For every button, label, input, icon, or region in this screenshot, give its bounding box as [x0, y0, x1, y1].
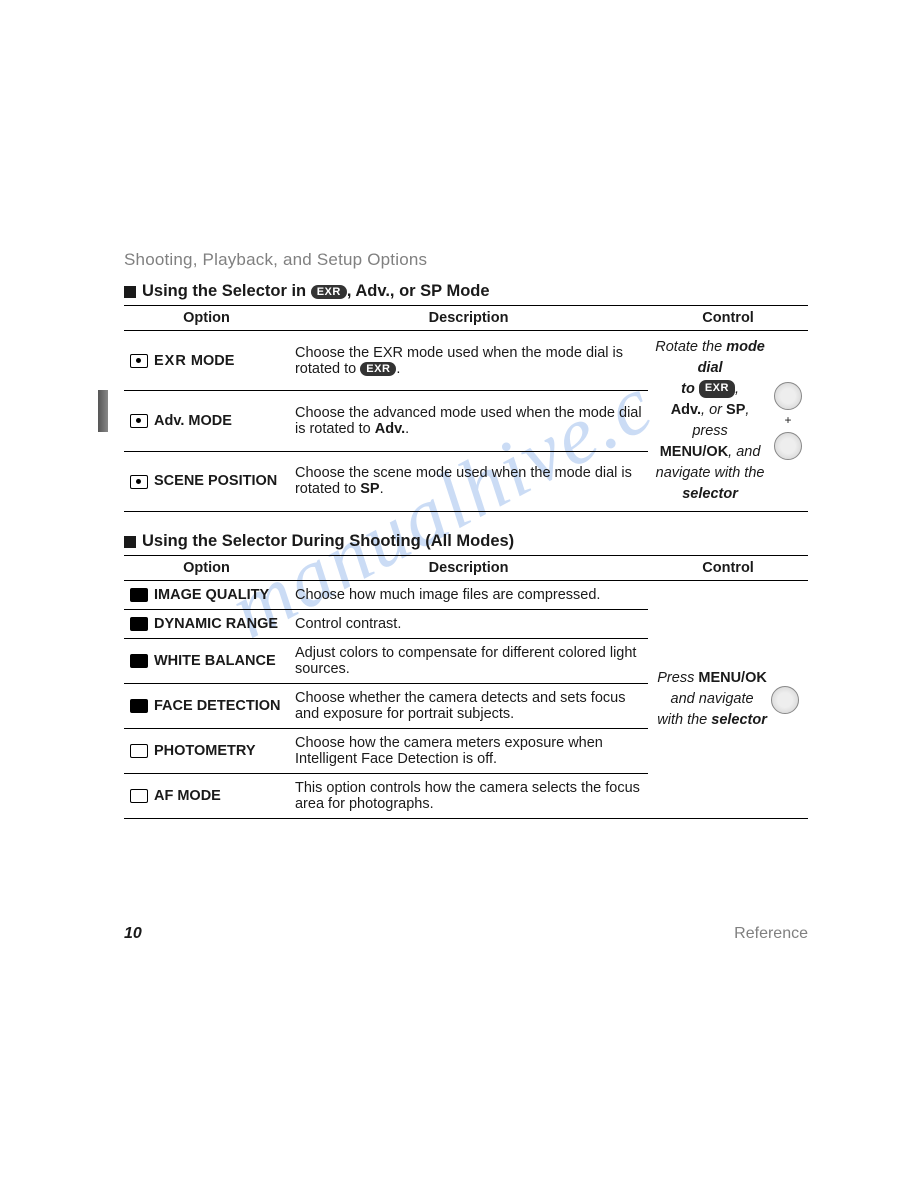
control-cell: Press MENU/OK and navigate with the sele… [648, 581, 808, 819]
desc-text: . [405, 421, 409, 437]
col-description: Description [289, 556, 648, 581]
exr-badge-icon: EXR [360, 362, 396, 376]
face-icon [130, 699, 148, 713]
desc-text: Adjust colors to compensate for differen… [289, 639, 648, 684]
desc-text: . [396, 361, 400, 377]
quality-icon [130, 588, 148, 602]
col-control: Control [648, 306, 808, 331]
option-label: DYNAMIC RANGE [154, 616, 278, 632]
camera-mode-icon [130, 354, 148, 368]
exr-badge-icon: EXR [699, 380, 735, 398]
desc-text: Choose the advanced mode used when the m… [295, 405, 642, 437]
table-row: IMAGE QUALITY Choose how much image file… [124, 581, 808, 610]
desc-text: . [380, 481, 384, 497]
option-label: PHOTOMETRY [154, 743, 256, 759]
ctrl-text: SP [726, 402, 745, 418]
ctrl-text: selector [711, 712, 767, 728]
ctrl-text: Adv. [671, 402, 701, 418]
page-section-label: Reference [734, 925, 808, 943]
col-description: Description [289, 306, 648, 331]
section1-title-prefix: Using the Selector in [142, 282, 311, 300]
option-label: Adv. MODE [154, 413, 232, 429]
table-row: EXR MODE Choose the EXR mode used when t… [124, 331, 808, 391]
exr-badge-icon: EXR [311, 285, 347, 299]
camera-mode-icon [130, 475, 148, 489]
desc-text: Choose whether the camera detects and se… [289, 684, 648, 729]
ctrl-text: navigate with the [656, 465, 765, 481]
wb-icon [130, 654, 148, 668]
ctrl-text: MENU/OK [698, 670, 766, 686]
section1-title: Using the Selector in EXR, Adv., or SP M… [124, 282, 808, 301]
page-footer: 10 Reference [124, 925, 808, 943]
control-cell: Rotate the mode dial to EXR, Adv., or SP… [648, 331, 808, 512]
desc-text: Control contrast. [289, 610, 648, 639]
ctrl-text: with the [657, 712, 711, 728]
ctrl-text: , or [701, 402, 726, 418]
ctrl-text: to [681, 381, 699, 397]
section2-table: Option Description Control IMAGE QUALITY… [124, 555, 808, 819]
selector-icon [771, 686, 799, 714]
page-number: 10 [124, 925, 142, 943]
ctrl-text: , and [728, 444, 760, 460]
square-bullet-icon [124, 536, 136, 548]
mode-dial-icon [774, 382, 802, 410]
selector-icon [774, 432, 802, 460]
option-label: WHITE BALANCE [154, 653, 276, 669]
camera-mode-icon [130, 414, 148, 428]
photometry-icon [130, 744, 148, 758]
square-bullet-icon [124, 286, 136, 298]
exr-text: EXR [154, 353, 187, 369]
section2-title-text: Using the Selector During Shooting (All … [142, 532, 514, 551]
ctrl-text: MENU/OK [660, 444, 728, 460]
section1-title-suffix: , Adv., or SP Mode [347, 282, 490, 300]
control-icons: + [774, 382, 802, 459]
af-icon [130, 789, 148, 803]
desc-text: Choose the EXR mode used when the mode d… [295, 345, 623, 377]
desc-bold: SP [360, 481, 379, 497]
col-option: Option [124, 556, 289, 581]
section1-table: Option Description Control EXR MODE Choo… [124, 305, 808, 512]
option-label: FACE DETECTION [154, 698, 280, 714]
page-content: Shooting, Playback, and Setup Options Us… [0, 0, 918, 819]
col-option: Option [124, 306, 289, 331]
col-control: Control [648, 556, 808, 581]
ctrl-text: Rotate the [655, 339, 726, 355]
desc-text: Choose how much image files are compress… [289, 581, 648, 610]
desc-text: Choose the scene mode used when the mode… [295, 465, 632, 497]
option-label: AF MODE [154, 788, 221, 804]
plus-icon: + [774, 412, 802, 429]
desc-text: This option controls how the camera sele… [289, 774, 648, 819]
ctrl-text: selector [682, 486, 738, 502]
ctrl-text: Press [657, 670, 698, 686]
option-label: IMAGE QUALITY [154, 587, 269, 603]
desc-text: Choose how the camera meters exposure wh… [289, 729, 648, 774]
page-header: Shooting, Playback, and Setup Options [124, 250, 808, 270]
desc-bold: Adv. [375, 421, 405, 437]
ctrl-text: and navigate [671, 691, 754, 707]
section2-title: Using the Selector During Shooting (All … [124, 532, 808, 551]
option-label: SCENE POSITION [154, 473, 277, 489]
drange-icon [130, 617, 148, 631]
option-label: MODE [191, 353, 235, 369]
